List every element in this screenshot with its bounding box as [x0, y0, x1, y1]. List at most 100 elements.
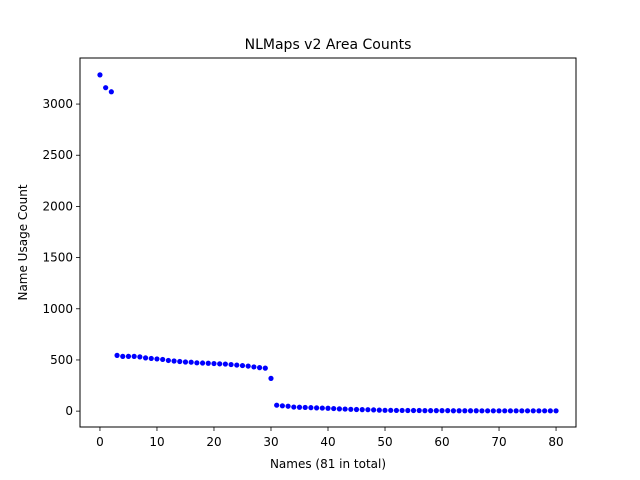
data-point: [177, 358, 183, 365]
y-axis: 0 500 1000 1500 2000 2500 3000: [42, 97, 80, 418]
x-axis: 0 10 20 30 40 50 60 70 80: [96, 427, 564, 449]
data-point: [228, 361, 234, 368]
y-tick-label: 1500: [42, 251, 73, 265]
data-point: [445, 408, 451, 414]
data-point: [154, 356, 160, 362]
data-point: [336, 406, 343, 412]
data-point: [313, 405, 320, 411]
y-tick-label: 3000: [42, 97, 73, 111]
y-tick-label: 2500: [42, 148, 73, 162]
data-point: [222, 361, 228, 367]
data-point: [302, 404, 308, 411]
data-point: [382, 407, 388, 413]
data-point: [502, 408, 508, 414]
data-point: [388, 407, 394, 413]
y-axis-label: Name Usage Count: [16, 184, 30, 300]
data-point: [108, 89, 114, 95]
data-point: [160, 356, 166, 363]
data-point: [103, 85, 109, 91]
data-point: [536, 408, 542, 414]
data-point: [217, 361, 223, 367]
y-tick-label: 2000: [42, 199, 73, 213]
data-point: [182, 359, 189, 365]
x-tick-label: 40: [320, 435, 335, 449]
data-point: [399, 407, 405, 414]
y-tick-label: 1000: [42, 302, 73, 316]
data-point: [291, 404, 297, 410]
data-point: [279, 403, 285, 409]
data-point: [524, 408, 531, 414]
data-point: [496, 408, 502, 414]
data-point: [479, 408, 485, 414]
data-point: [376, 407, 382, 413]
data-point: [251, 364, 257, 370]
data-point: [450, 408, 457, 414]
data-point: [325, 405, 331, 411]
data-point: [428, 408, 434, 414]
data-point: [245, 363, 251, 369]
data-point: [393, 407, 400, 414]
x-tick-label: 0: [96, 435, 104, 449]
data-point: [148, 355, 154, 362]
data-point: [416, 407, 422, 414]
data-point: [319, 405, 325, 411]
data-point: [120, 353, 126, 359]
data-point: [348, 406, 354, 412]
y-tick-label: 0: [65, 404, 73, 418]
data-point: [165, 357, 171, 364]
data-point: [359, 406, 365, 413]
x-tick-label: 30: [263, 435, 278, 449]
data-point: [371, 407, 377, 413]
data-point: [274, 402, 280, 408]
data-point: [473, 408, 479, 414]
data-point: [137, 354, 143, 360]
data-point: [490, 408, 496, 414]
data-point: [530, 408, 536, 414]
data-point: [256, 365, 263, 371]
data-point: [114, 352, 120, 358]
x-tick-label: 70: [491, 435, 506, 449]
chart-title: NLMaps v2 Area Counts: [245, 37, 412, 53]
data-point: [97, 72, 103, 78]
data-point: [513, 408, 519, 414]
data-point: [422, 408, 428, 414]
data-point: [285, 403, 291, 409]
x-tick-label: 60: [434, 435, 449, 449]
y-tick-label: 500: [50, 353, 73, 367]
data-point: [553, 408, 559, 414]
data-point: [353, 406, 360, 413]
data-point: [234, 362, 240, 368]
data-point: [308, 405, 314, 411]
data-point: [365, 407, 371, 413]
data-point: [188, 359, 194, 365]
data-point: [239, 362, 246, 369]
data-point: [462, 408, 468, 414]
x-tick-label: 80: [548, 435, 563, 449]
data-point: [485, 408, 491, 414]
data-point: [142, 355, 149, 361]
data-points: [97, 72, 559, 414]
x-tick-label: 10: [149, 435, 164, 449]
data-point: [194, 360, 200, 366]
data-point: [467, 408, 474, 414]
data-point: [331, 405, 337, 412]
data-point: [410, 407, 417, 414]
x-axis-label: Names (81 in total): [270, 457, 386, 471]
data-point: [296, 404, 303, 410]
data-point: [199, 360, 206, 366]
data-point: [171, 358, 177, 364]
data-point: [211, 360, 217, 367]
data-point: [268, 375, 274, 381]
data-point: [131, 353, 137, 359]
x-tick-label: 20: [206, 435, 221, 449]
data-point: [456, 408, 462, 414]
data-point: [405, 407, 411, 414]
data-point: [205, 360, 211, 366]
data-point: [342, 406, 348, 412]
data-point: [125, 353, 132, 359]
data-point: [542, 408, 548, 414]
data-point: [262, 365, 268, 371]
data-point: [547, 408, 553, 414]
